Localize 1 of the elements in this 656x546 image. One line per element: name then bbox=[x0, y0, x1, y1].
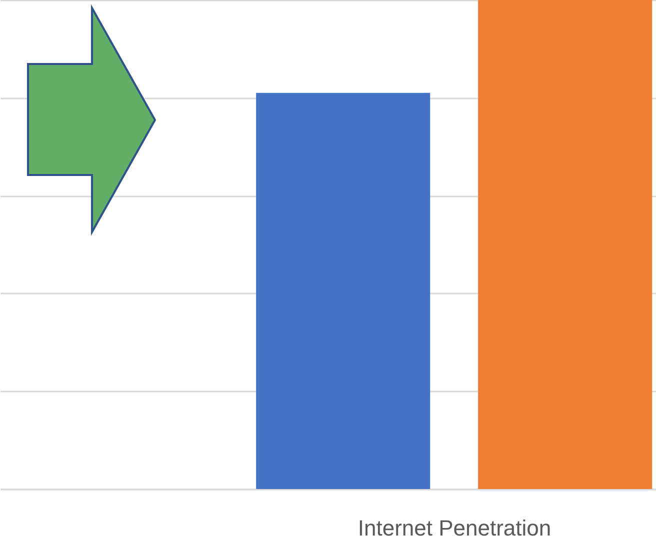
x-axis-title: Internet Penetration bbox=[358, 516, 552, 540]
